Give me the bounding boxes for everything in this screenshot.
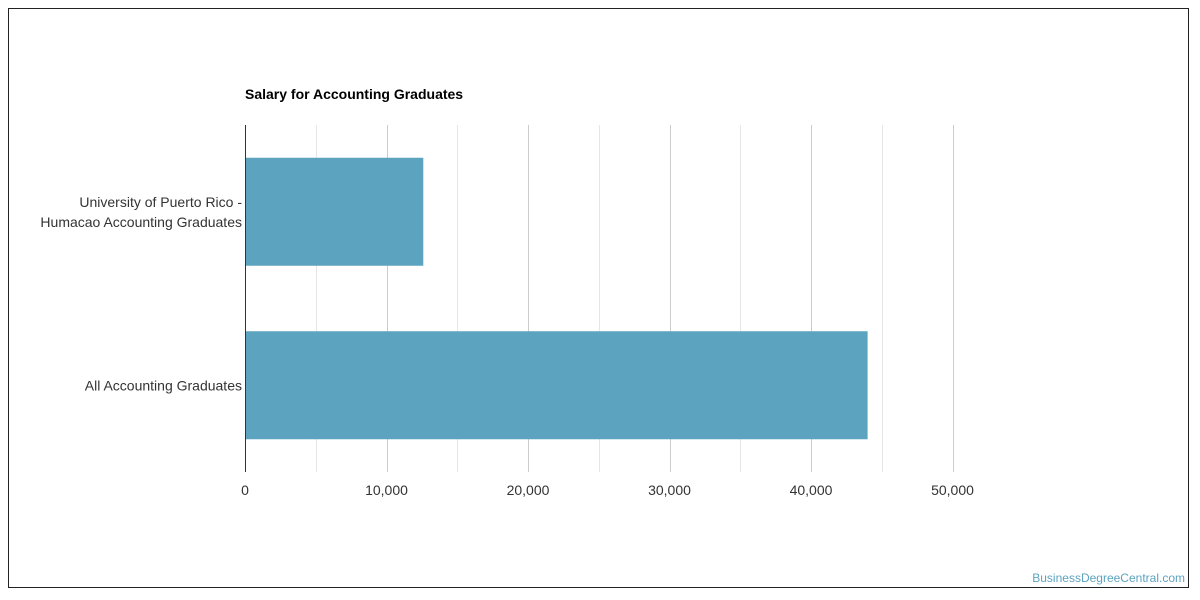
x-tick-label: 0	[241, 482, 249, 498]
x-tick-labels: 0 10,000 20,000 30,000 40,000 50,000	[241, 482, 974, 498]
y-tick-label-line: Humacao Accounting Graduates	[40, 214, 242, 230]
y-tick-label-line: University of Puerto Rico -	[79, 194, 242, 210]
y-tick-label-line: All Accounting Graduates	[85, 377, 242, 393]
x-tick-label: 40,000	[790, 482, 833, 498]
chart-title: Salary for Accounting Graduates	[245, 86, 464, 102]
chart-frame	[8, 8, 1189, 588]
x-tick-label: 10,000	[365, 482, 408, 498]
watermark-text[interactable]: BusinessDegreeCentral.com	[1032, 571, 1185, 585]
bar	[245, 331, 868, 440]
x-tick-label: 50,000	[931, 482, 974, 498]
y-tick-label: All Accounting Graduates	[85, 377, 242, 393]
x-tick-label: 20,000	[507, 482, 550, 498]
x-tick-label: 30,000	[648, 482, 691, 498]
bar	[245, 157, 424, 266]
y-tick-label: University of Puerto Rico - Humacao Accou…	[40, 194, 242, 230]
y-tick-labels: University of Puerto Rico - Humacao Accou…	[40, 194, 242, 394]
bars	[245, 157, 868, 440]
